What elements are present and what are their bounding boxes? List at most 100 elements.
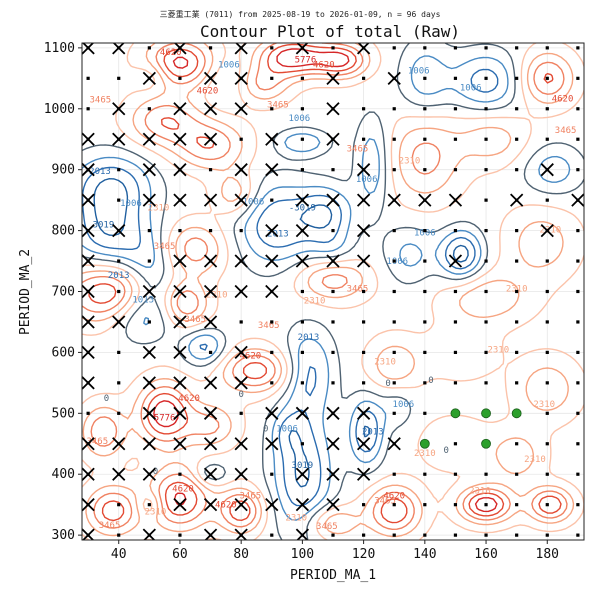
sample-point [208, 168, 213, 172]
sample-point [331, 46, 335, 50]
sample-point [270, 350, 274, 355]
contour-label: 3465 [555, 126, 577, 136]
sample-point [576, 107, 580, 111]
excluded-point-marker [540, 163, 554, 177]
sample-point [576, 76, 580, 80]
excluded-point-marker [234, 376, 248, 390]
contour-label: 2310 [285, 514, 307, 524]
sample-point [423, 472, 427, 476]
excluded-point-marker [356, 467, 371, 481]
chart-title: Contour Plot of total (Raw) [200, 22, 460, 41]
contour-line-level-2310 [82, 43, 575, 538]
sample-point [484, 533, 488, 537]
sample-point [453, 350, 458, 355]
excluded-point-marker [173, 376, 187, 390]
sample-point [117, 259, 121, 263]
y-tick-label: 900 [52, 163, 75, 178]
excluded-point-marker [571, 193, 584, 207]
contour-label: 1006 [276, 425, 298, 435]
excluded-point-marker [82, 437, 95, 451]
contour-label: 2310 [487, 345, 509, 355]
contour-line-level--2013 [82, 68, 499, 507]
excluded-point-marker [142, 437, 156, 451]
contour-label: 2310 [145, 507, 167, 517]
excluded-point-marker [234, 43, 248, 55]
sample-point [515, 259, 519, 263]
sample-point [300, 107, 304, 111]
excluded-point-marker [112, 132, 126, 146]
excluded-point-marker [295, 193, 310, 207]
sample-point [117, 503, 121, 507]
excluded-point-marker [387, 193, 401, 207]
optimal-point-marker [481, 408, 491, 419]
sample-point [300, 350, 304, 355]
contour-label: 1006 [288, 114, 310, 124]
sample-point [545, 107, 549, 111]
x-tick-label: 120 [352, 547, 375, 562]
sample-point [576, 137, 580, 141]
chart-subtitle: 三菱重工業 (7011) from 2025-08-19 to 2026-01-… [160, 9, 441, 19]
excluded-point-marker [295, 498, 310, 512]
sample-point [147, 107, 151, 111]
sample-point [86, 107, 90, 111]
excluded-point-marker [295, 528, 310, 540]
excluded-point-marker [203, 406, 218, 420]
contour-label: 2310 [524, 455, 546, 465]
contour-label: 1006 [408, 66, 430, 76]
excluded-point-marker [448, 254, 463, 268]
excluded-point-marker [82, 345, 95, 360]
excluded-point-marker [326, 132, 340, 146]
contour-label: 4620 [552, 94, 574, 104]
contour-label: 3465 [240, 492, 262, 502]
excluded-point-marker [540, 223, 554, 238]
excluded-point-marker [173, 163, 187, 177]
excluded-point-marker [265, 223, 279, 238]
sample-point [362, 137, 366, 141]
sample-point [545, 350, 549, 355]
contour-label: 1006 [356, 175, 378, 185]
contour-label: 3465 [267, 101, 289, 111]
contour-label: 1006 [393, 400, 415, 410]
excluded-point-marker [82, 223, 95, 238]
y-axis-ticks: 300 400 500 600 700 800 900 1000 1100 [44, 41, 82, 543]
excluded-point-marker [265, 284, 279, 299]
contour-label: 3465 [258, 321, 280, 331]
excluded-point-marker [203, 498, 218, 512]
sample-point [515, 442, 519, 446]
excluded-point-marker [112, 315, 126, 329]
excluded-point-marker [142, 193, 156, 207]
sample-point [423, 259, 427, 263]
contour-label: 0 [263, 425, 268, 435]
excluded-point-marker [234, 102, 248, 116]
excluded-point-marker [234, 498, 248, 512]
sample-point [147, 46, 151, 50]
excluded-point-marker [510, 193, 524, 207]
excluded-point-marker [142, 406, 156, 420]
sample-point [270, 381, 274, 385]
sample-point [576, 320, 580, 324]
excluded-point-marker [448, 193, 463, 207]
sample-point [86, 76, 90, 80]
sample-point [484, 107, 488, 111]
contour-label: 3019 [292, 461, 314, 471]
excluded-point-marker [265, 498, 279, 512]
sample-point [117, 533, 121, 537]
sample-point [484, 76, 488, 80]
excluded-point-marker [203, 284, 218, 299]
sample-point [392, 411, 396, 415]
contour-label: 4620 [172, 484, 194, 494]
sample-point [392, 46, 396, 50]
contour-label: 1006 [386, 257, 408, 267]
contour-labels: 46205776462034654620100634651006-2013100… [84, 48, 577, 532]
contour-label: 2310 [469, 487, 491, 497]
sample-point [423, 107, 427, 111]
y-tick-label: 600 [52, 345, 75, 360]
sample-point [239, 228, 243, 233]
sample-point [331, 350, 335, 355]
sample-point [300, 137, 304, 141]
contour-label: 3465 [374, 496, 396, 506]
sample-point [147, 503, 151, 507]
sample-point [362, 533, 366, 537]
sample-point [423, 289, 427, 294]
sample-point [117, 198, 121, 202]
